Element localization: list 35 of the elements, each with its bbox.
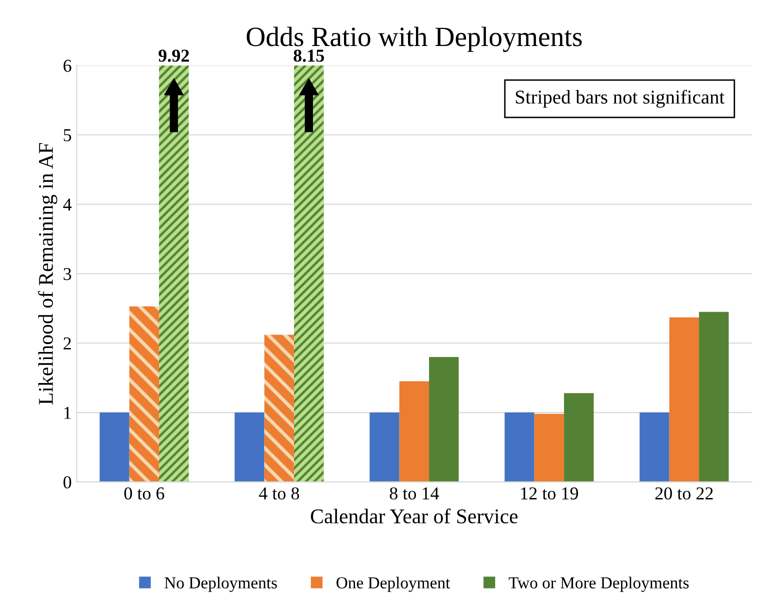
- x-tick-label: 8 to 14: [390, 487, 439, 500]
- bar: [534, 414, 564, 482]
- x-tick-label: 0 to 6: [124, 487, 164, 500]
- bar: [504, 412, 534, 482]
- bar: [429, 357, 459, 482]
- bar: [564, 393, 594, 482]
- bar: [100, 412, 130, 482]
- bar: [640, 412, 670, 482]
- bar: [294, 65, 324, 482]
- text: 8.15: [294, 50, 324, 62]
- bar: [264, 334, 294, 482]
- annotation: Striped bars not significant: [516, 90, 725, 108]
- legend-label: No Deployments: [164, 576, 277, 592]
- legend-label: One Deployment: [336, 576, 450, 592]
- y-tick-label: 5: [64, 129, 72, 142]
- bar: [129, 306, 160, 482]
- bar: [234, 412, 264, 482]
- y-tick-label: 3: [64, 268, 72, 280]
- y-tick-label: 2: [64, 337, 71, 350]
- x-tick-label: 20 to 22: [655, 487, 713, 500]
- bar: [370, 412, 400, 482]
- x-tick-label: 12 to 19: [521, 487, 578, 500]
- bar: [399, 381, 430, 482]
- y-tick-label: 6: [64, 60, 72, 72]
- legend-label: Two or More Deployments: [508, 576, 689, 592]
- x-tick-label: 4 to 8: [258, 487, 300, 500]
- y-axis-title: Likelihood of Remaining in AF: [38, 143, 58, 404]
- bar: [699, 312, 729, 482]
- y-tick-label: 0: [64, 476, 72, 488]
- bar: [159, 65, 189, 482]
- x-axis-title: Calendar Year of Service: [310, 508, 518, 524]
- bar: [669, 317, 700, 482]
- y-tick-label: 1: [64, 406, 71, 419]
- text: 9.92: [158, 50, 189, 62]
- y-tick-label: 4: [63, 198, 72, 211]
